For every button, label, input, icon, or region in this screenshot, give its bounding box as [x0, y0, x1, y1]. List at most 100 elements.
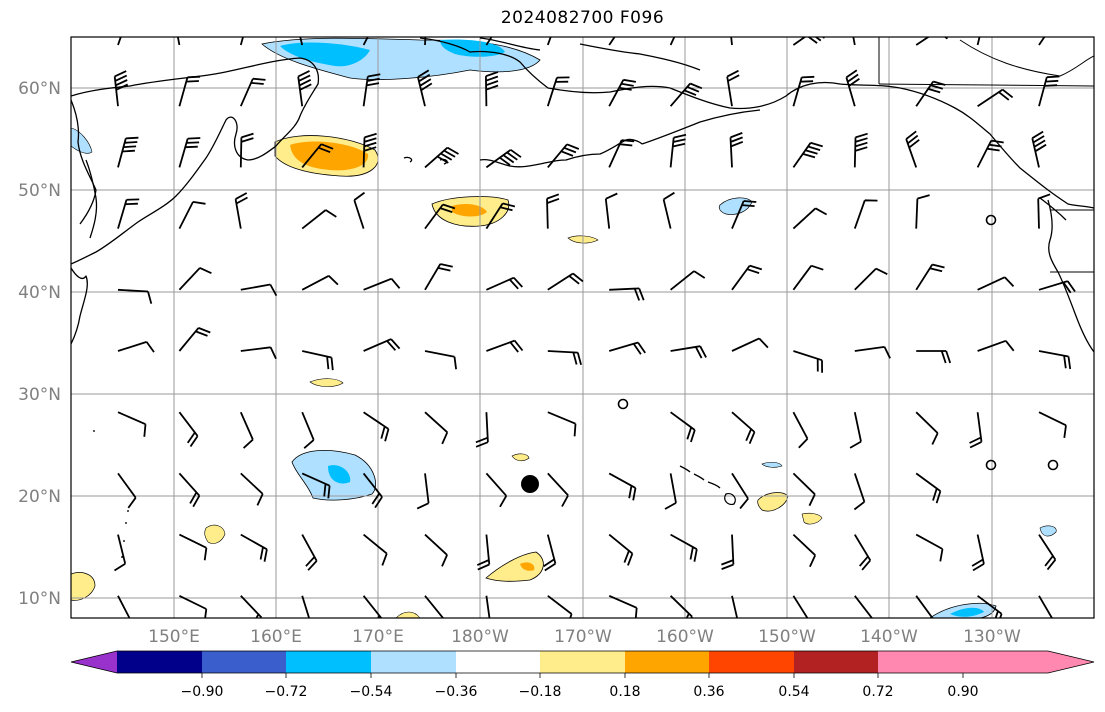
wind-barb-icon — [239, 132, 254, 168]
wind-barb-icon — [546, 193, 560, 229]
wind-barb-icon — [485, 595, 491, 618]
wind-barb-icon — [609, 287, 645, 301]
longitude-axis: 150°E 160°E 170°E 180°W 170°W 160°W 150°… — [148, 627, 1021, 647]
wind-barb-icon — [485, 202, 516, 230]
wind-barb-icon — [363, 338, 401, 352]
wind-barb-icon — [977, 339, 1015, 352]
wind-barb-icon — [176, 37, 181, 46]
wind-barb-icon — [301, 411, 315, 449]
colorbar-swatch — [540, 651, 626, 673]
wind-barb-icon — [486, 276, 523, 291]
wind-barb-icon — [792, 411, 809, 449]
wind-barb-icon — [608, 533, 634, 566]
wind-barb-icon — [117, 136, 139, 168]
coastline-sakhalin — [85, 159, 98, 239]
wind-barb-icon — [547, 350, 582, 366]
coastline-marianas — [93, 430, 129, 558]
wind-barb-icon — [916, 350, 952, 364]
colorbar-tick-label: 0.54 — [778, 684, 809, 700]
wind-barb-icon — [362, 472, 383, 509]
coastline-hawaii — [679, 465, 736, 506]
colorbar-swatch — [456, 651, 541, 673]
wind-barb-icon — [1038, 37, 1046, 46]
wind-barb-icon — [1038, 280, 1076, 294]
longitude-label: 170°E — [352, 627, 404, 647]
wind-barb-icon — [424, 350, 457, 370]
wind-barb-icon — [731, 200, 757, 229]
coastlines — [71, 37, 1094, 558]
wind-barb-icon — [117, 288, 153, 304]
colorbar-tick-label: 0.90 — [947, 684, 978, 700]
calm-circle-icon — [985, 459, 997, 471]
wind-barb-icon — [662, 191, 675, 229]
wind-barb-icon — [546, 76, 570, 107]
wind-barb-icon — [915, 533, 944, 562]
wind-barb-icon — [1038, 534, 1057, 571]
negative-region-core — [280, 42, 370, 67]
longitude-label: 180°W — [451, 627, 509, 647]
wind-barb-icon — [117, 198, 140, 229]
colorbar-tick-label: 0.36 — [693, 684, 724, 700]
wind-barb-icon — [178, 327, 211, 352]
wind-barb-icon — [475, 412, 489, 448]
calm-circle-icon — [985, 214, 997, 226]
longitude-label: 170°W — [554, 627, 612, 647]
latitude-label: 10°N — [18, 589, 61, 609]
longitude-label: 150°W — [758, 627, 816, 647]
wind-barb-icon — [670, 533, 698, 562]
longitude-label: 140°W — [860, 627, 918, 647]
colorbar-extend-low — [71, 651, 117, 673]
wind-barb-icon — [915, 80, 946, 107]
wind-barb-icon — [915, 411, 939, 445]
wind-barb-icon — [730, 37, 733, 46]
wind-barb-icon — [977, 88, 1014, 107]
colorbar-swatch — [286, 651, 372, 673]
wind-barb-icon — [240, 283, 278, 297]
positive-region — [309, 378, 344, 387]
borders — [878, 37, 1094, 273]
positive-region — [511, 453, 530, 462]
wind-barb-icon — [854, 346, 891, 359]
wind-barb-icon — [977, 595, 1003, 618]
wind-barb-icon — [240, 595, 263, 618]
wind-barb-icon — [117, 472, 137, 509]
colorbar-tick-label: −0.54 — [350, 684, 393, 700]
wind-barb-icon — [731, 264, 763, 291]
wind-barb-icon — [416, 473, 430, 510]
wind-barb-icon — [362, 73, 381, 107]
wind-barb-icon — [915, 595, 934, 618]
wind-barb-icon — [792, 264, 824, 291]
wind-barb-icon — [547, 143, 580, 168]
coastline-alaska — [419, 37, 1094, 209]
colorbar-outline — [70, 650, 1095, 674]
wind-barb-icon — [234, 192, 248, 229]
latitude-label: 50°N — [18, 181, 61, 201]
longitude-label: 150°E — [148, 627, 200, 647]
wind-barb-icon — [424, 263, 453, 291]
positive-region — [485, 551, 544, 582]
wind-barb-icon — [608, 78, 637, 107]
wind-barb-icon — [485, 37, 493, 46]
wind-barb-icon — [1038, 411, 1067, 439]
colorbar-tick-label: −0.36 — [435, 684, 478, 700]
wind-barb-icon — [977, 276, 1015, 291]
wind-barb-icon — [178, 137, 201, 168]
wind-barb-icon — [915, 472, 942, 504]
coastline-okhotsk — [71, 99, 97, 225]
negative-region-core — [328, 465, 351, 484]
wind-barb-icon — [793, 350, 823, 373]
wind-barb-icon — [547, 472, 569, 507]
wind-barb-icon — [178, 411, 199, 448]
colorbar-swatch — [709, 651, 795, 673]
wind-barb-icon — [849, 412, 862, 449]
wind-barb-icon — [853, 132, 868, 168]
calm-circle-icon — [617, 398, 629, 410]
colorbar-swatch — [794, 651, 879, 673]
wind-barb-icon — [1031, 130, 1047, 168]
positive-region-core — [520, 562, 535, 571]
colorbar-swatch — [625, 651, 710, 673]
coastline-alaska-peninsula — [641, 109, 761, 145]
latitude-label: 60°N — [18, 79, 61, 99]
wind-barb-icon — [792, 472, 816, 507]
wind-barb-icon — [240, 533, 268, 562]
